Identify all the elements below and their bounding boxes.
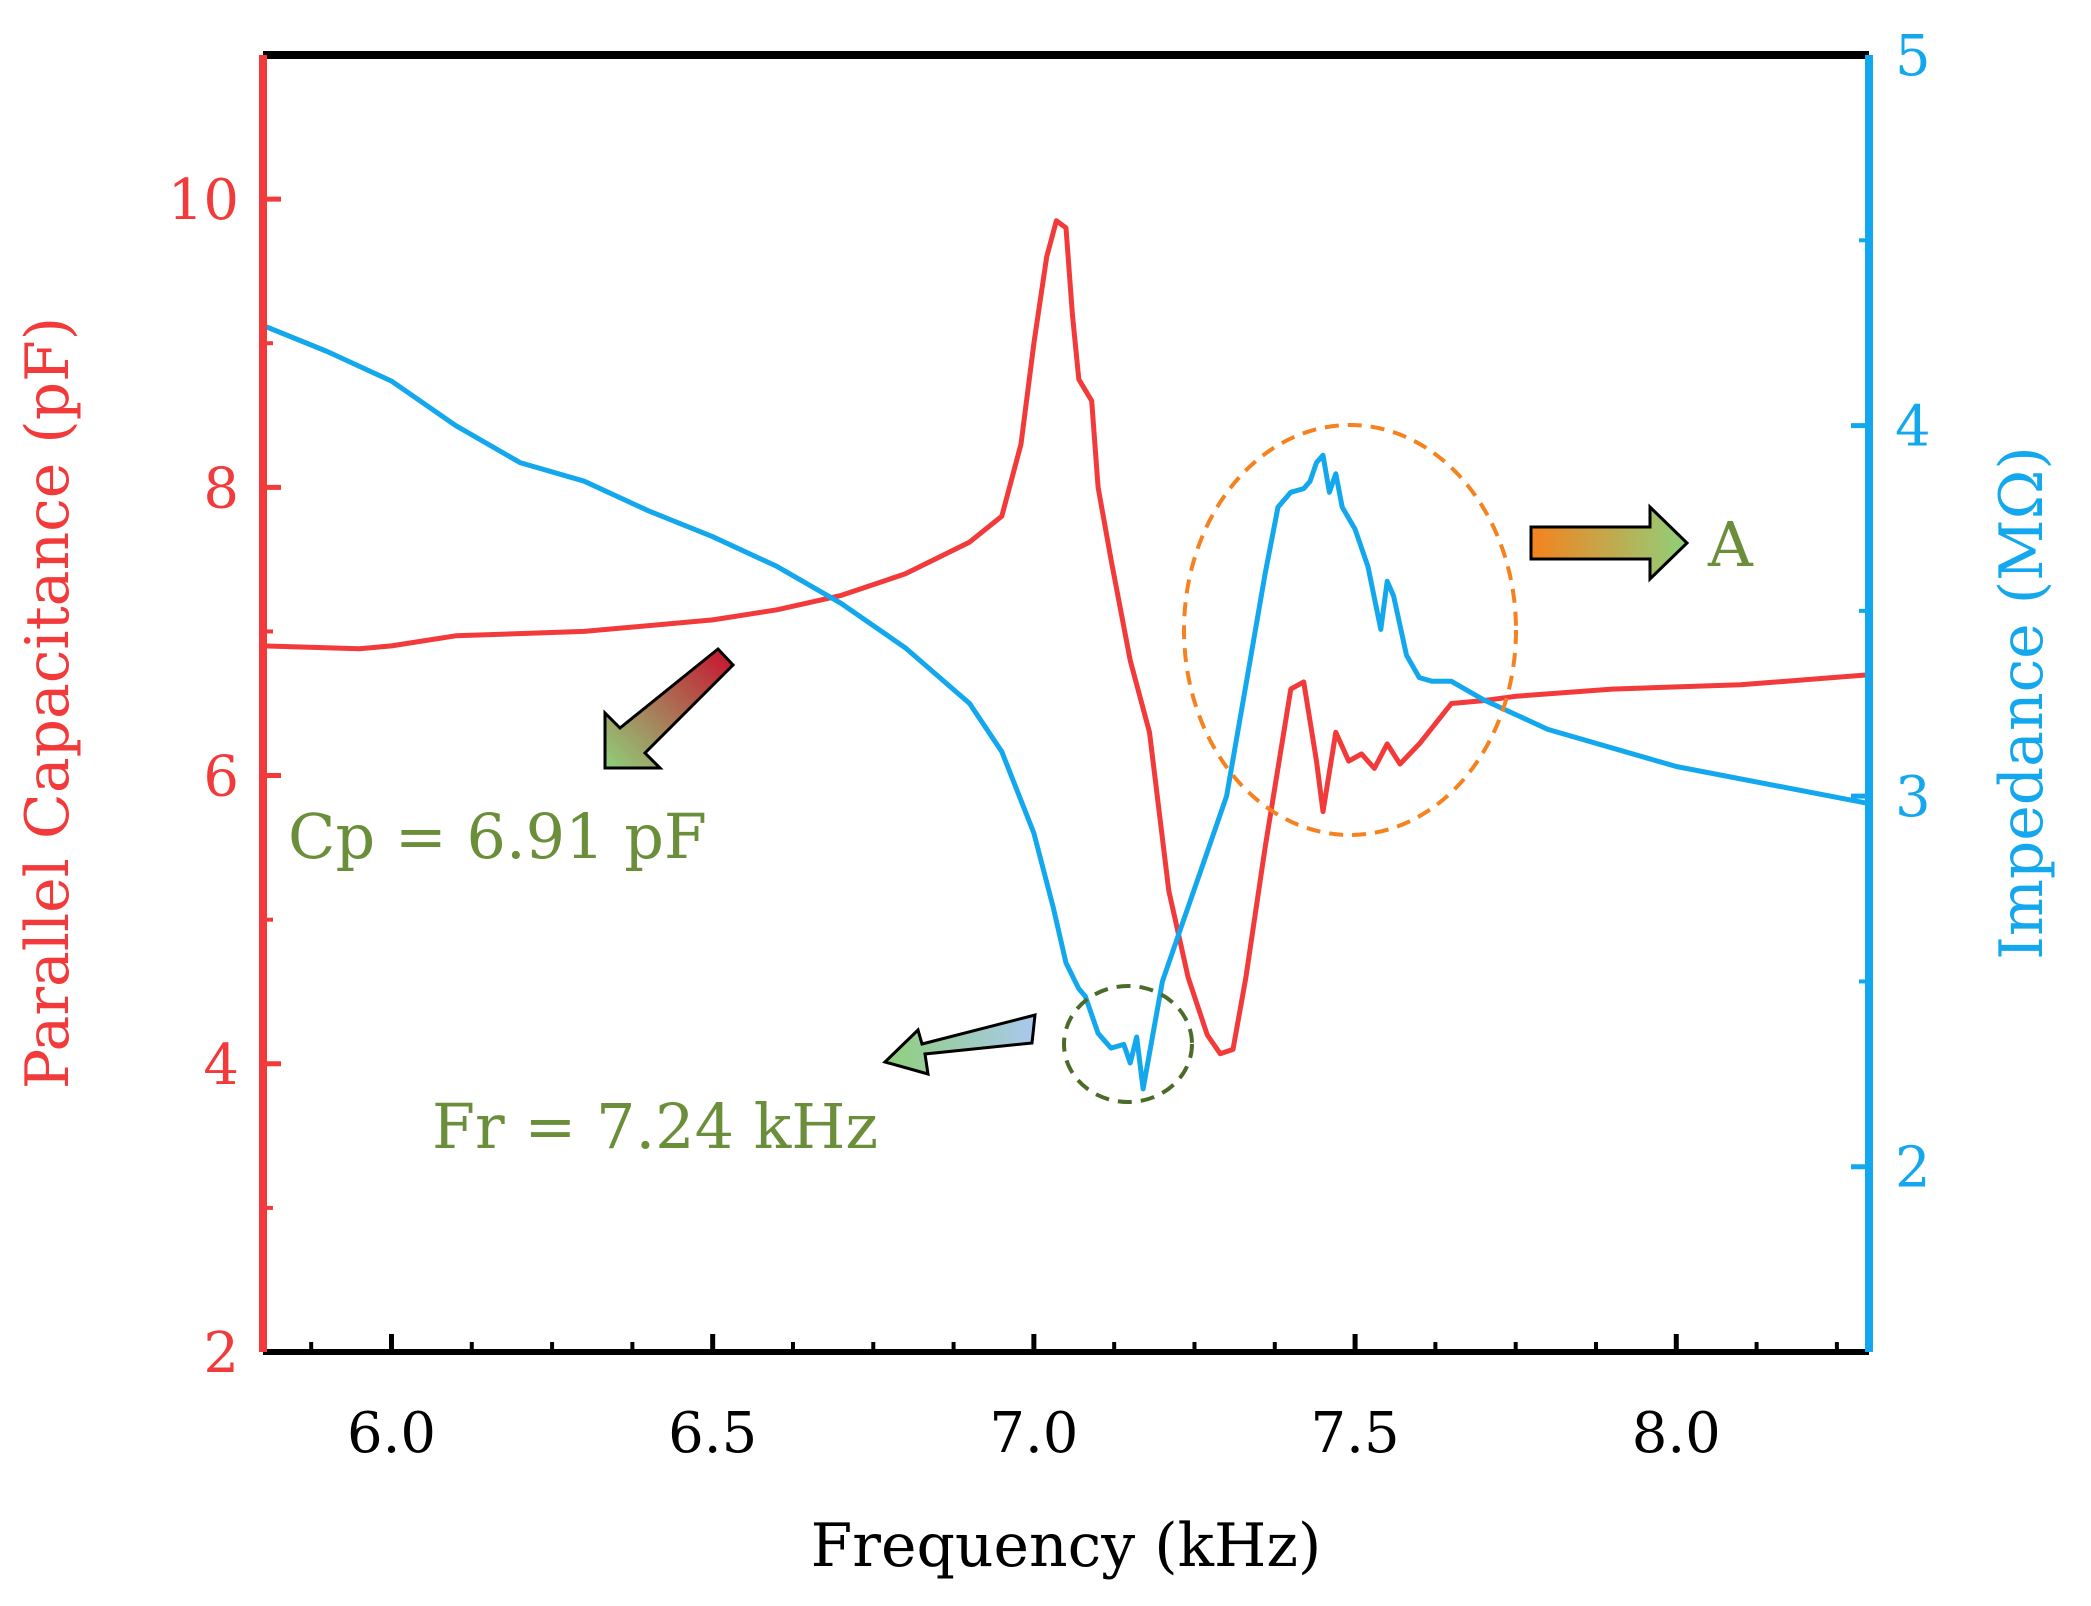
capacitance-line (262, 218, 1870, 1057)
right-y-tick-label: 3 (1895, 765, 1931, 830)
right-y-tick-label: 5 (1895, 24, 1931, 89)
left-y-tick-label: 8 (203, 456, 239, 521)
cp-annotation: Cp = 6.91 pF (288, 800, 707, 873)
x-tick-label: 6.5 (668, 1401, 757, 1466)
cp-arrow (603, 646, 736, 770)
a-arrow (1529, 503, 1690, 583)
x-tick-label: 8.0 (1632, 1401, 1721, 1466)
resonance-circle (1062, 984, 1194, 1104)
impedance-line (262, 323, 1870, 1092)
left-y-tick-label: 2 (203, 1321, 239, 1386)
region-a-circle (1182, 423, 1518, 837)
x-tick-label: 7.0 (989, 1401, 1078, 1466)
right-y-axis-title: Impedance (MΩ) (1987, 446, 2057, 960)
left-y-tick-label: 6 (203, 745, 239, 810)
fr-arrow (882, 1013, 1037, 1077)
right-y-tick-label: 4 (1895, 395, 1931, 460)
right-y-tick-label: 2 (1895, 1136, 1931, 1201)
left-y-tick-label: 10 (168, 168, 239, 233)
x-axis-title: Frequency (kHz) (811, 1511, 1322, 1581)
fr-annotation: Fr = 7.24 kHz (432, 1090, 878, 1163)
left-y-tick-label: 4 (203, 1033, 239, 1098)
x-tick-label: 6.0 (347, 1401, 436, 1466)
left-y-axis-title: Parallel Capacitance (pF) (13, 317, 83, 1089)
x-tick-label: 7.5 (1311, 1401, 1400, 1466)
region-a-label: A (1707, 508, 1754, 581)
